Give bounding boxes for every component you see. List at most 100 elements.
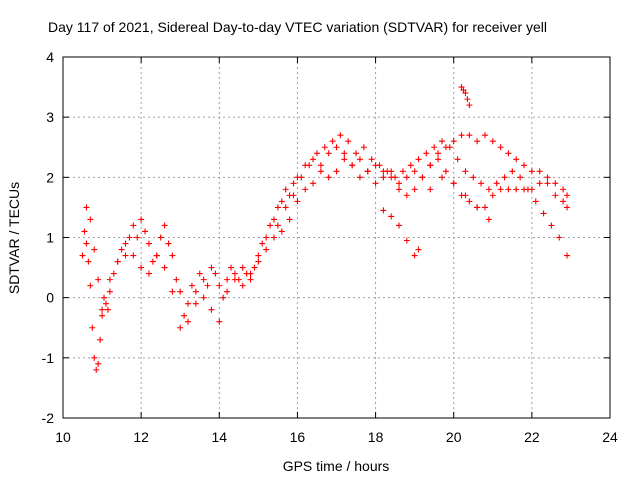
data-point-s1-10 <box>138 264 145 271</box>
data-point-s1-27 <box>270 234 277 241</box>
data-point-s0-83 <box>466 132 473 139</box>
data-point-s3-1 <box>388 213 395 220</box>
x-axis-label: GPS time / hours <box>283 458 390 474</box>
data-point-s2-9 <box>345 138 352 145</box>
data-point-s0-24 <box>149 258 156 265</box>
data-point-s0-92 <box>536 168 543 175</box>
data-point-s0-56 <box>274 204 281 211</box>
data-point-s2-5 <box>313 150 320 157</box>
y-tick-label-0: -2 <box>42 410 55 426</box>
data-point-s1-1 <box>83 204 90 211</box>
data-point-s2-22 <box>446 144 453 151</box>
data-point-s2-10 <box>353 150 360 157</box>
data-point-s1-58 <box>513 186 520 193</box>
data-point-s1-38 <box>356 174 363 181</box>
data-point-s0-2 <box>85 258 92 265</box>
data-point-s0-7 <box>95 360 102 367</box>
data-point-s2-6 <box>321 144 328 151</box>
data-point-s0-8 <box>97 336 104 343</box>
data-point-s0-87 <box>497 144 504 151</box>
data-point-s0-19 <box>130 222 137 229</box>
data-point-s4-2 <box>462 90 469 97</box>
data-point-s1-26 <box>263 246 270 253</box>
data-point-s3-4 <box>411 252 418 259</box>
data-point-s2-32 <box>524 186 531 193</box>
data-point-s0-38 <box>204 282 211 289</box>
data-point-s1-18 <box>200 294 207 301</box>
data-point-s1-47 <box>427 162 434 169</box>
data-point-s2-21 <box>438 138 445 145</box>
data-point-s0-23 <box>145 240 152 247</box>
data-point-s1-17 <box>192 300 199 307</box>
data-point-s0-69 <box>356 156 363 163</box>
data-point-s0-20 <box>134 234 141 241</box>
data-point-s0-18 <box>126 234 133 241</box>
data-point-s0-58 <box>282 186 289 193</box>
x-tick-labels: 10 12 14 16 18 20 22 24 <box>55 429 618 445</box>
data-point-s0-64 <box>317 162 324 169</box>
data-point-s0-26 <box>157 234 164 241</box>
data-point-s1-43 <box>396 186 403 193</box>
data-point-s0-63 <box>310 156 317 163</box>
data-point-s2-24 <box>462 168 469 175</box>
data-point-s1-44 <box>403 192 410 199</box>
data-point-s0-39 <box>208 264 215 271</box>
data-point-s1-21 <box>224 288 231 295</box>
data-point-s1-55 <box>489 192 496 199</box>
data-point-s2-11 <box>360 144 367 151</box>
data-point-s0-21 <box>138 216 145 223</box>
data-point-s1-28 <box>278 228 285 235</box>
data-point-s4-3 <box>464 96 471 103</box>
data-point-s2-30 <box>509 168 516 175</box>
data-point-s3-8 <box>450 180 457 187</box>
data-point-s2-13 <box>376 162 383 169</box>
data-point-s1-30 <box>294 198 301 205</box>
data-point-s1-9 <box>130 252 137 259</box>
data-point-s1-61 <box>536 180 543 187</box>
data-point-s1-49 <box>442 168 449 175</box>
data-point-s1-20 <box>216 318 223 325</box>
data-point-s3-9 <box>462 192 469 199</box>
data-point-s2-34 <box>540 210 547 217</box>
data-point-s0-35 <box>192 288 199 295</box>
data-point-s1-57 <box>505 186 512 193</box>
data-point-s2-2 <box>290 192 297 199</box>
data-point-s2-33 <box>532 198 539 205</box>
data-point-s0-12 <box>104 306 111 313</box>
data-point-s2-16 <box>399 168 406 175</box>
data-point-s0-34 <box>188 282 195 289</box>
data-point-s2-12 <box>368 156 375 163</box>
x-tick-label-1: 12 <box>133 429 149 445</box>
data-point-s0-14 <box>110 270 117 277</box>
y-tick-labels: -2 -1 0 1 2 3 4 <box>42 49 55 426</box>
data-point-s0-27 <box>161 222 168 229</box>
data-point-s0-44 <box>228 264 235 271</box>
data-point-s1-52 <box>466 198 473 205</box>
data-point-s0-51 <box>255 252 262 259</box>
data-point-s2-26 <box>478 180 485 187</box>
data-point-s1-63 <box>552 192 559 199</box>
data-point-s2-20 <box>431 144 438 151</box>
data-point-s1-15 <box>177 324 184 331</box>
data-point-s0-84 <box>474 138 481 145</box>
data-point-s1-32 <box>310 180 317 187</box>
data-point-s0-52 <box>259 240 266 247</box>
data-point-s0-57 <box>278 198 285 205</box>
data-point-s0-43 <box>224 276 231 283</box>
data-point-s0-11 <box>102 300 109 307</box>
data-point-s0-74 <box>396 180 403 187</box>
data-point-s0-49 <box>247 276 254 283</box>
x-tick-label-0: 10 <box>55 429 71 445</box>
data-point-s0-6 <box>93 366 100 373</box>
data-point-s0-53 <box>263 234 270 241</box>
data-point-s1-22 <box>231 276 238 283</box>
data-point-s0-33 <box>185 300 192 307</box>
data-point-s2-29 <box>501 174 508 181</box>
data-point-s1-11 <box>145 270 152 277</box>
grid-lines <box>63 57 610 418</box>
data-point-s2-4 <box>306 162 313 169</box>
data-point-s0-88 <box>505 150 512 157</box>
data-point-s0-94 <box>552 180 559 187</box>
data-point-s0-96 <box>564 192 571 199</box>
y-tick-label-1: -1 <box>42 350 55 366</box>
